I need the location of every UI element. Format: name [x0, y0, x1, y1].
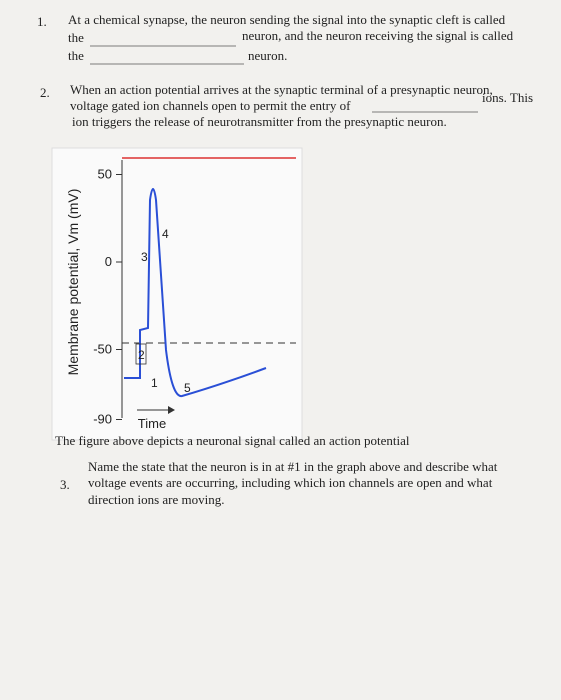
phase-label: 4: [162, 227, 169, 241]
y-axis-label: Membrane potential, Vm (mV): [65, 189, 81, 376]
question-text: voltage gated ion channels open to permi…: [70, 98, 351, 113]
question-text: ions. This: [482, 90, 533, 105]
question-text: the: [68, 48, 84, 63]
action-potential-curve: [124, 188, 267, 397]
question-text: When an action potential arrives at the …: [70, 82, 493, 97]
question-text: direction ions are moving.: [88, 492, 224, 507]
question-number: 2.: [40, 85, 50, 100]
y-tick-label: -50: [93, 342, 112, 357]
y-tick-label: 50: [98, 167, 112, 182]
y-tick-label: 0: [105, 254, 112, 269]
question-text: neuron.: [248, 48, 287, 63]
x-axis-label: Time: [138, 416, 166, 431]
arrow-head: [168, 406, 175, 414]
caption: The figure above depicts a neuronal sign…: [55, 433, 410, 448]
action-potential-figure: Membrane potential, Vm (mV) Time 1 2 3 4…: [51, 147, 303, 441]
phase-label: 5: [184, 381, 191, 395]
question-text: ion triggers the release of neurotransmi…: [72, 114, 447, 129]
question-text: Name the state that the neuron is in at …: [88, 459, 498, 474]
question-number: 3.: [60, 477, 70, 492]
question-text: neuron, and the neuron receiving the sig…: [242, 28, 514, 43]
question-text: the: [68, 30, 84, 45]
figure-frame: [51, 147, 303, 441]
phase-label: 1: [151, 376, 158, 390]
phase-label: 3: [141, 250, 148, 264]
question-text: voltage events are occurring, including …: [88, 475, 493, 490]
label-box: [135, 343, 147, 365]
question-number: 1.: [37, 14, 47, 29]
question-text: At a chemical synapse, the neuron sendin…: [68, 12, 506, 27]
phase-label: 2: [138, 348, 145, 362]
y-tick-label: -90: [93, 412, 112, 427]
